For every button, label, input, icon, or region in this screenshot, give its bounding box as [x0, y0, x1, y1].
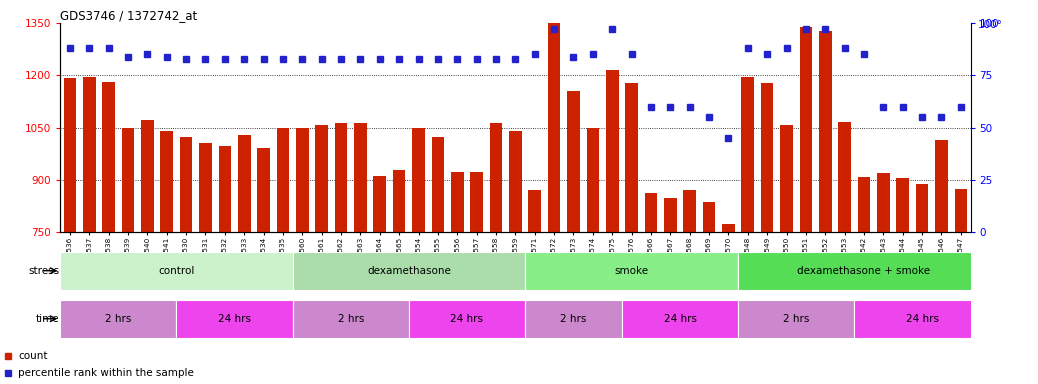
Bar: [60, 300, 176, 338]
Bar: [316, 125, 328, 232]
Bar: [354, 123, 366, 232]
Text: stress: stress: [28, 266, 59, 276]
Bar: [703, 202, 715, 232]
Bar: [161, 131, 173, 232]
Bar: [683, 190, 696, 232]
Bar: [761, 83, 773, 232]
Bar: [450, 172, 464, 232]
Bar: [819, 31, 831, 232]
Text: dexamethasone + smoke: dexamethasone + smoke: [797, 266, 930, 276]
Bar: [296, 127, 308, 232]
Bar: [121, 128, 134, 232]
Bar: [63, 78, 76, 232]
Bar: [83, 77, 95, 232]
Bar: [935, 140, 948, 232]
Bar: [548, 23, 561, 232]
Bar: [60, 252, 293, 290]
Text: time: time: [35, 314, 59, 324]
Text: count: count: [19, 351, 48, 361]
Bar: [625, 83, 638, 232]
Text: dexamethasone: dexamethasone: [366, 266, 450, 276]
Text: 2 hrs: 2 hrs: [337, 314, 364, 324]
Bar: [525, 300, 622, 338]
Text: 24 hrs: 24 hrs: [450, 314, 484, 324]
Bar: [412, 127, 425, 232]
Bar: [586, 128, 599, 232]
Text: control: control: [158, 266, 194, 276]
Bar: [103, 82, 115, 232]
Text: percentile rank within the sample: percentile rank within the sample: [19, 368, 194, 378]
Text: 100°: 100°: [978, 20, 1003, 30]
Bar: [277, 128, 290, 232]
Bar: [219, 146, 231, 232]
Text: 24 hrs: 24 hrs: [218, 314, 251, 324]
Bar: [741, 78, 754, 232]
Bar: [857, 177, 870, 232]
Bar: [916, 184, 928, 232]
Bar: [293, 300, 409, 338]
Bar: [199, 143, 212, 232]
Text: 24 hrs: 24 hrs: [905, 314, 938, 324]
Bar: [664, 199, 677, 232]
Bar: [854, 300, 990, 338]
Bar: [897, 177, 909, 232]
Bar: [392, 170, 406, 232]
Bar: [738, 300, 854, 338]
Bar: [955, 189, 967, 232]
Text: smoke: smoke: [614, 266, 649, 276]
Bar: [839, 122, 851, 232]
Bar: [606, 70, 619, 232]
Text: 2 hrs: 2 hrs: [561, 314, 586, 324]
Bar: [528, 190, 541, 232]
Bar: [334, 123, 348, 232]
Bar: [722, 223, 735, 232]
Bar: [293, 252, 525, 290]
Bar: [567, 91, 580, 232]
Bar: [176, 300, 293, 338]
Bar: [470, 172, 483, 232]
Bar: [738, 252, 990, 290]
Bar: [141, 120, 154, 232]
Bar: [180, 137, 192, 232]
Bar: [622, 300, 738, 338]
Bar: [238, 135, 250, 232]
Bar: [645, 193, 657, 232]
Bar: [877, 173, 890, 232]
Text: GDS3746 / 1372742_at: GDS3746 / 1372742_at: [60, 9, 197, 22]
Text: 24 hrs: 24 hrs: [663, 314, 696, 324]
Bar: [432, 137, 444, 232]
Text: 2 hrs: 2 hrs: [105, 314, 132, 324]
Bar: [409, 300, 525, 338]
Bar: [525, 252, 738, 290]
Bar: [257, 147, 270, 232]
Bar: [509, 131, 522, 232]
Text: 2 hrs: 2 hrs: [783, 314, 810, 324]
Bar: [781, 125, 793, 232]
Bar: [490, 124, 502, 232]
Bar: [799, 27, 812, 232]
Bar: [374, 176, 386, 232]
